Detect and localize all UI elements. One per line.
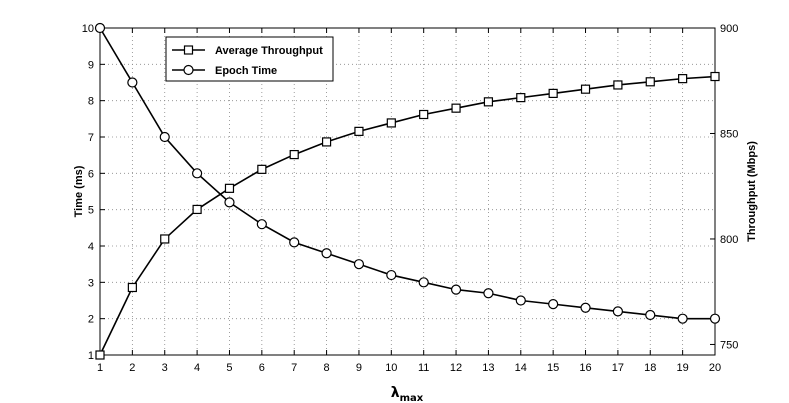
data-point-epoch-time — [709, 313, 721, 324]
x-axis-label-sub: max — [400, 393, 424, 403]
y-axis-right-label: Throughput (Mbps) — [746, 141, 758, 242]
series-group — [94, 22, 721, 360]
axis-ticks: 1 2 3 4 5 6 7 8 9 10 11 12 13 14 15 16 17 18 19 20123456789… — [82, 23, 739, 374]
y-right-tick-label: 850 — [720, 128, 738, 140]
data-point-epoch-time — [580, 302, 591, 313]
x-tick-label: 2 — [129, 362, 135, 374]
y-left-tick-label: 6 — [88, 168, 94, 180]
x-tick-label: 15 — [547, 362, 559, 374]
data-point-average-throughput — [516, 93, 526, 103]
plot-frame — [99, 27, 716, 356]
data-point-epoch-time — [548, 299, 559, 310]
y-left-tick-label: 4 — [88, 241, 94, 253]
data-point-average-throughput — [613, 80, 623, 90]
data-point-epoch-time — [321, 248, 332, 259]
data-point-average-throughput — [224, 183, 235, 193]
series-line-average-throughput — [99, 75, 716, 356]
y-right-tick-label: 800 — [720, 234, 738, 246]
data-point-average-throughput — [354, 126, 364, 136]
data-point-average-throughput — [257, 164, 267, 174]
data-point-average-throughput — [678, 74, 688, 84]
x-tick-label: 18 — [644, 362, 656, 374]
x-tick-label: 9 — [356, 362, 362, 374]
legend-box — [165, 36, 334, 82]
x-tick-label: 1 — [97, 362, 103, 374]
data-point-epoch-time — [159, 131, 170, 143]
data-point-average-throughput — [321, 137, 332, 147]
y-left-tick-label: 3 — [88, 277, 94, 289]
y-left-tick-label: 5 — [88, 205, 94, 217]
x-axis-label: λmax — [391, 385, 424, 403]
y-right-tick-label: 750 — [720, 339, 738, 351]
x-axis-label-main: λ — [391, 385, 400, 401]
data-point-epoch-time — [612, 306, 623, 317]
data-point-epoch-time — [192, 168, 203, 179]
data-point-average-throughput — [127, 282, 137, 293]
x-tick-label: 16 — [579, 362, 591, 374]
x-tick-label: 10 — [385, 362, 397, 374]
data-point-average-throughput — [419, 109, 429, 120]
x-tick-label: 5 — [226, 362, 232, 374]
data-point-average-throughput — [386, 118, 396, 128]
x-tick-label: 6 — [259, 362, 265, 374]
y-left-tick-label: 1 — [88, 350, 94, 362]
data-point-epoch-time — [256, 219, 267, 230]
series-line-epoch-time — [99, 27, 715, 320]
data-point-average-throughput — [192, 204, 202, 215]
x-tick-label: 19 — [677, 362, 689, 374]
data-point-epoch-time — [677, 313, 688, 324]
data-point-average-throughput — [95, 350, 105, 360]
data-point-epoch-time — [645, 309, 656, 321]
y-right-tick-label: 900 — [720, 23, 738, 35]
x-tick-label: 8 — [324, 362, 330, 374]
y-left-tick-label: 8 — [88, 96, 94, 108]
y-axis-left-label: Time (ms) — [73, 165, 85, 217]
legend-marker-circle — [183, 64, 194, 76]
data-point-average-throughput — [580, 84, 591, 94]
plot-area — [100, 28, 715, 355]
data-point-average-throughput — [160, 234, 170, 244]
x-tick-label: 4 — [194, 362, 200, 374]
legend-label-throughput: Average Throughput — [215, 45, 323, 57]
x-tick-label: 20 — [709, 362, 721, 374]
x-tick-label: 17 — [612, 362, 624, 374]
data-point-epoch-time — [515, 295, 526, 306]
x-tick-label: 3 — [162, 362, 168, 374]
x-tick-label: 14 — [515, 362, 527, 374]
data-point-epoch-time — [386, 269, 397, 281]
data-point-epoch-time — [483, 288, 494, 299]
data-point-average-throughput — [483, 97, 494, 107]
y-left-tick-label: 7 — [88, 132, 94, 144]
data-point-epoch-time — [289, 237, 300, 248]
data-point-epoch-time — [224, 197, 235, 208]
grid — [100, 28, 715, 355]
y-left-tick-label: 10 — [82, 23, 94, 35]
x-tick-label: 11 — [418, 362, 429, 374]
data-point-average-throughput — [289, 149, 299, 160]
x-tick-label: 7 — [291, 362, 297, 374]
legend-marker-square — [183, 45, 194, 55]
legend: Average Throughput Epoch Time — [165, 36, 334, 82]
data-point-epoch-time — [353, 259, 365, 270]
data-point-epoch-time — [450, 284, 462, 295]
x-tick-label: 12 — [450, 362, 462, 374]
data-point-average-throughput — [645, 77, 655, 87]
data-point-epoch-time — [418, 277, 429, 288]
x-tick-label: 13 — [482, 362, 494, 374]
data-point-average-throughput — [548, 88, 558, 99]
y-left-tick-label: 9 — [88, 59, 94, 71]
data-point-epoch-time — [127, 77, 138, 88]
y-left-tick-label: 2 — [88, 314, 94, 326]
legend-label-epoch: Epoch Time — [215, 65, 277, 77]
data-point-average-throughput — [451, 103, 461, 113]
data-point-average-throughput — [710, 71, 720, 82]
data-point-epoch-time — [94, 22, 106, 34]
